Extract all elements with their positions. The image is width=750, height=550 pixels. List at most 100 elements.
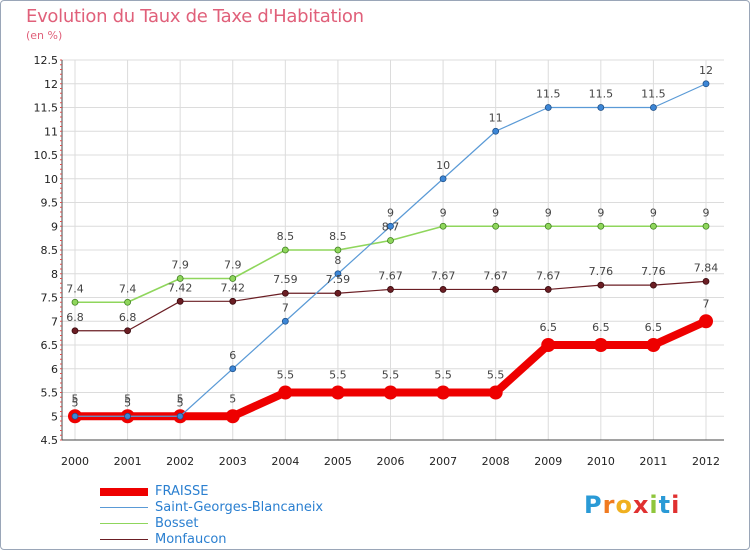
data-label-fraisse: 5 xyxy=(72,392,79,405)
data-label-bosset: 9 xyxy=(440,206,447,219)
data-labels: 5 5 5 55.5 5.5 5.5 5.5 5.56.5 6.5 6.575 5 567891011… xyxy=(66,64,718,410)
data-label-monfaucon: 7.59 xyxy=(326,273,351,286)
data-label-monfaucon: 7.67 xyxy=(378,269,403,282)
legend-swatch-saint-georges xyxy=(100,507,148,508)
x-tick-label: 2007 xyxy=(429,455,457,468)
data-label-monfaucon: 6.8 xyxy=(119,311,137,324)
grid xyxy=(62,59,724,441)
data-label-bosset: 8.5 xyxy=(329,230,347,243)
data-label-fraisse: 5.5 xyxy=(382,369,400,382)
data-label-fraisse: 5 xyxy=(177,392,184,405)
x-tick-label: 2008 xyxy=(482,455,510,468)
data-label-fraisse: 5.5 xyxy=(434,369,452,382)
data-point-fraisse xyxy=(383,385,398,400)
logo-letter: i xyxy=(649,491,659,519)
legend-label-fraisse: FRAISSE xyxy=(155,484,209,499)
data-point-bosset xyxy=(124,298,131,306)
data-point-monfaucon xyxy=(597,281,605,289)
data-label-fraisse: 7 xyxy=(703,297,710,310)
data-point-saint-georges xyxy=(334,270,342,278)
data-label-monfaucon: 7.67 xyxy=(536,269,561,282)
data-label-saint-georges: 11.5 xyxy=(536,88,561,101)
data-point-fraisse xyxy=(488,385,503,400)
data-point-saint-georges xyxy=(124,412,131,420)
logo-letter: P xyxy=(584,491,603,519)
x-tick-label: 2000 xyxy=(61,455,89,468)
data-label-fraisse: 5.5 xyxy=(329,369,347,382)
logo-letter: r xyxy=(602,491,616,519)
data-point-saint-georges xyxy=(71,412,79,420)
chart-title: Evolution du Taux de Taxe d'Habitation xyxy=(26,6,364,27)
y-tick-label: 7.5 xyxy=(41,292,59,305)
y-tick-label: 7 xyxy=(51,315,58,328)
data-point-bosset xyxy=(702,222,710,230)
data-label-saint-georges: 12 xyxy=(699,64,713,77)
legend-label-bosset: Bosset xyxy=(155,516,199,531)
data-label-bosset: 8.7 xyxy=(382,221,400,234)
data-point-saint-georges xyxy=(387,222,394,230)
data-label-saint-georges: 7 xyxy=(282,301,289,314)
data-point-bosset xyxy=(544,222,552,230)
legend-item-monfaucon: Monfaucon xyxy=(100,532,400,548)
x-tick-label: 2003 xyxy=(219,455,247,468)
x-tick-label: 2012 xyxy=(692,455,720,468)
data-label-monfaucon: 7.84 xyxy=(694,261,719,274)
data-label-bosset: 8.5 xyxy=(277,230,295,243)
data-point-saint-georges xyxy=(439,175,447,183)
data-point-monfaucon xyxy=(439,286,447,293)
legend-swatch-monfaucon xyxy=(100,539,148,540)
data-point-monfaucon xyxy=(492,286,500,293)
y-tick-label: 10 xyxy=(44,173,58,186)
data-point-bosset xyxy=(597,222,605,230)
logo-letter: i xyxy=(671,491,681,519)
logo-letter: o xyxy=(615,491,633,519)
data-point-saint-georges xyxy=(281,317,289,325)
legend-label-saint-georges: Saint-Georges-Blancaneix xyxy=(155,500,324,515)
data-point-saint-georges xyxy=(650,104,657,111)
y-tick-label: 8.5 xyxy=(41,244,59,257)
data-label-fraisse: 5.5 xyxy=(277,369,295,382)
data-label-saint-georges: 11.5 xyxy=(589,88,614,101)
x-tick-label: 2011 xyxy=(639,455,667,468)
data-point-monfaucon xyxy=(387,286,394,293)
data-point-bosset xyxy=(229,275,237,282)
data-label-saint-georges: 11.5 xyxy=(641,88,666,101)
data-label-monfaucon: 7.76 xyxy=(641,265,666,278)
data-label-bosset: 9 xyxy=(650,206,657,219)
data-point-fraisse xyxy=(278,385,293,400)
y-tick-label: 12.5 xyxy=(34,54,59,67)
x-tick-label: 2002 xyxy=(166,455,194,468)
data-point-bosset xyxy=(176,275,184,282)
legend-swatch-bosset xyxy=(100,523,148,524)
data-label-bosset: 9 xyxy=(703,206,710,219)
data-point-monfaucon xyxy=(650,281,657,289)
data-point-fraisse xyxy=(541,338,556,352)
y-tick-label: 12 xyxy=(44,78,58,91)
data-label-saint-georges: 5 xyxy=(72,396,79,409)
data-point-saint-georges xyxy=(229,365,237,373)
proxiti-logo: Proxiti xyxy=(584,491,680,519)
data-label-monfaucon: 7.42 xyxy=(221,281,246,294)
series xyxy=(68,80,713,424)
x-tick-label: 2006 xyxy=(377,455,405,468)
data-point-fraisse xyxy=(699,314,713,329)
data-label-monfaucon: 7.76 xyxy=(589,265,614,278)
x-tick-label: 2009 xyxy=(534,455,562,468)
data-label-bosset: 9 xyxy=(545,206,552,219)
data-point-fraisse xyxy=(646,338,661,352)
data-label-saint-georges: 9 xyxy=(387,206,394,219)
data-point-fraisse xyxy=(436,385,451,400)
data-point-bosset xyxy=(650,222,657,230)
data-label-saint-georges: 11 xyxy=(489,111,503,124)
data-label-monfaucon: 6.8 xyxy=(66,311,84,324)
x-tick-label: 2001 xyxy=(114,455,142,468)
data-point-monfaucon xyxy=(334,289,342,297)
data-label-fraisse: 6.5 xyxy=(645,321,663,334)
data-point-saint-georges xyxy=(544,104,552,111)
data-point-bosset xyxy=(387,237,394,244)
x-tick-label: 2010 xyxy=(587,455,615,468)
data-point-saint-georges xyxy=(176,412,184,420)
data-label-fraisse: 5.5 xyxy=(487,369,505,382)
y-tick-label: 10.5 xyxy=(34,149,59,162)
data-label-fraisse: 6.5 xyxy=(592,321,610,334)
